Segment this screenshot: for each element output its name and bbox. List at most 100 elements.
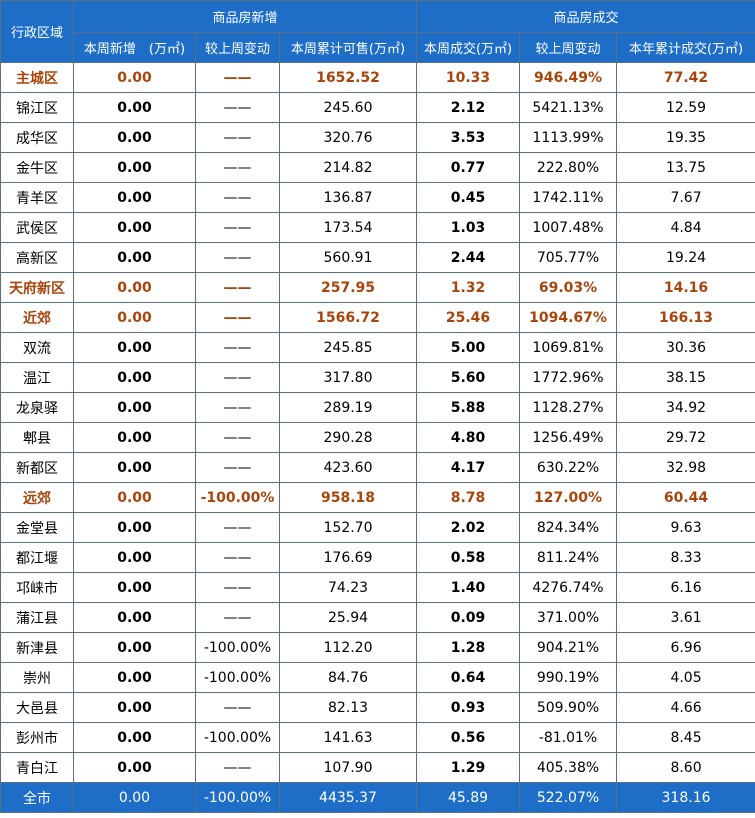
cell-region: 成华区 bbox=[0, 122, 74, 153]
cell-deal: 1.28 bbox=[416, 632, 521, 663]
cell-available: 245.85 bbox=[278, 332, 418, 363]
table-row: 成华区 0.00 —— 320.76 3.53 1113.99% 19.35 bbox=[0, 122, 755, 153]
header-col-new: 本周新增 (万㎡) bbox=[73, 32, 196, 63]
cell-new-change: —— bbox=[195, 122, 280, 153]
table-row: 崇州 0.00 -100.00% 84.76 0.64 990.19% 4.05 bbox=[0, 662, 755, 693]
total-cell-region: 全市 bbox=[0, 782, 74, 813]
cell-deal-change: 4276.74% bbox=[519, 572, 618, 603]
cell-new: 0.00 bbox=[73, 242, 196, 273]
header-col-available: 本周累计可售(万㎡) bbox=[278, 32, 418, 63]
cell-region: 金牛区 bbox=[0, 152, 74, 183]
table-row: 新津县 0.00 -100.00% 112.20 1.28 904.21% 6.96 bbox=[0, 632, 755, 663]
cell-region: 新都区 bbox=[0, 452, 74, 483]
cell-deal-change: 630.22% bbox=[519, 452, 618, 483]
cell-new-change: —— bbox=[195, 302, 280, 333]
cell-new-change: —— bbox=[195, 392, 280, 423]
header-col-deal-change: 较上周变动 bbox=[519, 32, 618, 63]
cell-region: 都江堰 bbox=[0, 542, 74, 573]
cell-deal-change: 405.38% bbox=[519, 752, 618, 783]
cell-deal: 1.32 bbox=[416, 272, 521, 303]
table-row: 青羊区 0.00 —— 136.87 0.45 1742.11% 7.67 bbox=[0, 182, 755, 213]
cell-new-change: —— bbox=[195, 272, 280, 303]
cell-new-change: —— bbox=[195, 152, 280, 183]
cell-new: 0.00 bbox=[73, 272, 196, 303]
cell-deal: 2.12 bbox=[416, 92, 521, 123]
cell-ytd: 8.45 bbox=[616, 722, 755, 753]
table-row: 邛崃市 0.00 —— 74.23 1.40 4276.74% 6.16 bbox=[0, 572, 755, 603]
cell-new: 0.00 bbox=[73, 662, 196, 693]
cell-available: 317.80 bbox=[278, 362, 418, 393]
cell-deal-change: 371.00% bbox=[519, 602, 618, 633]
cell-new: 0.00 bbox=[73, 482, 196, 513]
table-row: 郫县 0.00 —— 290.28 4.80 1256.49% 29.72 bbox=[0, 422, 755, 453]
cell-new-change: —— bbox=[195, 422, 280, 453]
total-cell-deal: 45.89 bbox=[416, 782, 521, 813]
cell-available: 107.90 bbox=[278, 752, 418, 783]
cell-ytd: 38.15 bbox=[616, 362, 755, 393]
cell-deal-change: -81.01% bbox=[519, 722, 618, 753]
cell-ytd: 34.92 bbox=[616, 392, 755, 423]
table-row: 金牛区 0.00 —— 214.82 0.77 222.80% 13.75 bbox=[0, 152, 755, 183]
cell-region: 远郊 bbox=[0, 482, 74, 513]
cell-deal: 0.58 bbox=[416, 542, 521, 573]
cell-deal-change: 946.49% bbox=[519, 62, 618, 93]
cell-deal: 0.64 bbox=[416, 662, 521, 693]
cell-deal: 4.17 bbox=[416, 452, 521, 483]
cell-deal-change: 904.21% bbox=[519, 632, 618, 663]
cell-new: 0.00 bbox=[73, 122, 196, 153]
cell-new-change: —— bbox=[195, 362, 280, 393]
cell-ytd: 32.98 bbox=[616, 452, 755, 483]
cell-deal-change: 1094.67% bbox=[519, 302, 618, 333]
cell-region: 郫县 bbox=[0, 422, 74, 453]
cell-available: 82.13 bbox=[278, 692, 418, 723]
total-cell-new-change: -100.00% bbox=[195, 782, 280, 813]
cell-region: 主城区 bbox=[0, 62, 74, 93]
table-row: 蒲江县 0.00 —— 25.94 0.09 371.00% 3.61 bbox=[0, 602, 755, 633]
cell-deal: 2.44 bbox=[416, 242, 521, 273]
cell-new-change: —— bbox=[195, 92, 280, 123]
cell-deal: 3.53 bbox=[416, 122, 521, 153]
cell-deal-change: 1742.11% bbox=[519, 182, 618, 213]
cell-ytd: 60.44 bbox=[616, 482, 755, 513]
cell-new: 0.00 bbox=[73, 182, 196, 213]
total-cell-available: 4435.37 bbox=[278, 782, 418, 813]
cell-new: 0.00 bbox=[73, 332, 196, 363]
cell-ytd: 3.61 bbox=[616, 602, 755, 633]
cell-new-change: —— bbox=[195, 242, 280, 273]
table-row: 金堂县 0.00 —— 152.70 2.02 824.34% 9.63 bbox=[0, 512, 755, 543]
cell-deal: 25.46 bbox=[416, 302, 521, 333]
cell-new-change: —— bbox=[195, 182, 280, 213]
cell-deal: 5.60 bbox=[416, 362, 521, 393]
cell-region: 青白江 bbox=[0, 752, 74, 783]
cell-available: 245.60 bbox=[278, 92, 418, 123]
cell-ytd: 8.33 bbox=[616, 542, 755, 573]
cell-deal-change: 811.24% bbox=[519, 542, 618, 573]
cell-new: 0.00 bbox=[73, 422, 196, 453]
cell-ytd: 13.75 bbox=[616, 152, 755, 183]
cell-new: 0.00 bbox=[73, 452, 196, 483]
total-cell-new: 0.00 bbox=[73, 782, 196, 813]
cell-deal-change: 127.00% bbox=[519, 482, 618, 513]
cell-new: 0.00 bbox=[73, 152, 196, 183]
cell-deal-change: 5421.13% bbox=[519, 92, 618, 123]
cell-new: 0.00 bbox=[73, 362, 196, 393]
cell-region: 新津县 bbox=[0, 632, 74, 663]
cell-available: 560.91 bbox=[278, 242, 418, 273]
cell-new-change: -100.00% bbox=[195, 662, 280, 693]
cell-available: 289.19 bbox=[278, 392, 418, 423]
cell-deal-change: 222.80% bbox=[519, 152, 618, 183]
cell-deal-change: 1256.49% bbox=[519, 422, 618, 453]
cell-region: 龙泉驿 bbox=[0, 392, 74, 423]
cell-new-change: -100.00% bbox=[195, 482, 280, 513]
cell-deal-change: 990.19% bbox=[519, 662, 618, 693]
cell-available: 173.54 bbox=[278, 212, 418, 243]
cell-new: 0.00 bbox=[73, 632, 196, 663]
cell-available: 84.76 bbox=[278, 662, 418, 693]
cell-ytd: 6.16 bbox=[616, 572, 755, 603]
table-row-total: 全市 0.00 -100.00% 4435.37 45.89 522.07% 318.16 bbox=[0, 782, 755, 813]
header-region: 行政区域 bbox=[0, 0, 74, 63]
table-row: 温江 0.00 —— 317.80 5.60 1772.96% 38.15 bbox=[0, 362, 755, 393]
table-row: 青白江 0.00 —— 107.90 1.29 405.38% 8.60 bbox=[0, 752, 755, 783]
table-row: 高新区 0.00 —— 560.91 2.44 705.77% 19.24 bbox=[0, 242, 755, 273]
cell-ytd: 4.66 bbox=[616, 692, 755, 723]
